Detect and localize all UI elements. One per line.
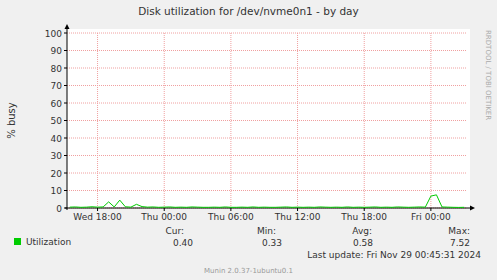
x-tick-label: Thu 12:00 [274, 212, 321, 222]
stat-value: 0.33 [262, 238, 282, 248]
last-update: Last update: Fri Nov 29 00:45:31 2024 [307, 250, 481, 260]
stat-value: 0.40 [173, 238, 193, 248]
grid-line [230, 33, 231, 208]
y-tick-label: 20 [51, 169, 63, 179]
y-tick-label: 10 [51, 186, 63, 196]
grid-line [297, 33, 298, 208]
grid-line [67, 103, 467, 104]
legend-label: Utilization [26, 237, 71, 247]
y-axis-label: % busy [6, 102, 17, 139]
grid-line [364, 33, 365, 208]
chart: Disk utilization for /dev/nvme0n1 - by d… [0, 0, 497, 280]
series-line [70, 195, 464, 208]
x-tick-label: Wed 18:00 [73, 212, 122, 222]
x-tick-label: Thu 00:00 [140, 212, 187, 222]
background [0, 0, 497, 280]
grid-line [67, 85, 467, 86]
grid-line [97, 33, 98, 208]
grid-line [67, 138, 467, 139]
stat-header: Avg: [352, 226, 372, 236]
y-tick-label: 80 [51, 64, 63, 74]
axis-arrow [470, 206, 475, 211]
grid-line [67, 50, 467, 51]
title: Disk utilization for /dev/nvme0n1 - by d… [138, 5, 359, 17]
y-tick-label: 40 [51, 134, 63, 144]
stat-header: Max: [448, 226, 470, 236]
y-tick-label: 50 [51, 116, 63, 126]
grid-line [67, 68, 467, 69]
grid-line [164, 33, 165, 208]
grid-line [67, 120, 467, 121]
stat-value: 7.52 [450, 238, 470, 248]
y-tick-label: 0 [56, 204, 62, 214]
footer: Munin 2.0.37-1ubuntu0.1 [204, 267, 293, 275]
legend-swatch [14, 238, 21, 245]
watermark: RRDTOOL / TOBI OETIKER [484, 30, 492, 120]
x-tick-label: Fri 00:00 [411, 212, 451, 222]
grid-line [67, 155, 467, 156]
y-axis [67, 28, 68, 210]
y-tick-label: 30 [51, 151, 63, 161]
grid-line [67, 173, 467, 174]
y-tick-label: 90 [51, 46, 63, 56]
stat-header: Min: [257, 226, 276, 236]
y-tick-label: 70 [51, 81, 63, 91]
x-tick-label: Thu 18:00 [340, 212, 387, 222]
series-group [70, 195, 464, 208]
y-tick-label: 60 [51, 99, 63, 109]
grid-line [67, 33, 467, 34]
grid-line [67, 190, 467, 191]
axis-arrow [65, 24, 70, 29]
grid-line [430, 33, 431, 208]
stat-value: 0.58 [353, 238, 373, 248]
y-tick-label: 100 [45, 29, 62, 39]
x-tick-label: Thu 06:00 [207, 212, 254, 222]
stat-header: Cur: [165, 226, 184, 236]
plot-area [67, 29, 470, 208]
